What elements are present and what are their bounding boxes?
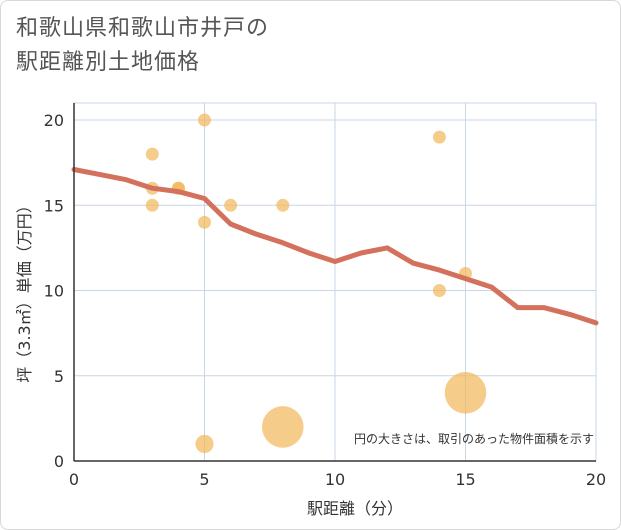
chart-grid	[73, 102, 597, 462]
chart-points	[145, 113, 487, 454]
data-point	[145, 198, 159, 212]
data-point	[432, 284, 446, 298]
data-point	[276, 198, 290, 212]
data-point	[432, 130, 446, 144]
x-tick-label: 10	[325, 470, 345, 489]
y-tick-label: 20	[44, 111, 64, 130]
data-point	[224, 198, 238, 212]
trend-line	[71, 167, 599, 326]
x-axis-label: 駅距離（分）	[307, 499, 403, 518]
chart-axes	[73, 103, 596, 462]
data-point	[198, 215, 211, 229]
size-note: 円の大きさは、取引のあった物件面積を示す	[354, 431, 594, 446]
data-point	[198, 113, 211, 127]
chart-title: 和歌山県和歌山市井戸の 駅距離別土地価格	[16, 12, 269, 80]
y-tick-label: 10	[44, 282, 64, 301]
chart-ticks: 0 5 10 15 20 0 5 10 15 20	[44, 111, 607, 489]
data-point	[195, 434, 214, 454]
x-tick-label: 0	[69, 470, 79, 489]
chart-title-line-2: 駅距離別土地価格	[16, 50, 201, 75]
y-axis-label: 坪（3.3㎡）単価（万円）	[15, 197, 34, 382]
y-tick-label: 15	[44, 196, 64, 215]
x-tick-label: 15	[455, 470, 475, 489]
y-tick-label: 5	[54, 367, 64, 386]
data-point	[444, 372, 487, 414]
chart-trend	[71, 167, 599, 326]
chart-title-line-1: 和歌山県和歌山市井戸の	[16, 16, 270, 41]
x-tick-label: 5	[199, 470, 209, 489]
data-point	[145, 147, 159, 161]
y-tick-label: 0	[54, 452, 64, 471]
x-tick-label: 20	[586, 470, 606, 489]
data-point	[262, 406, 304, 448]
